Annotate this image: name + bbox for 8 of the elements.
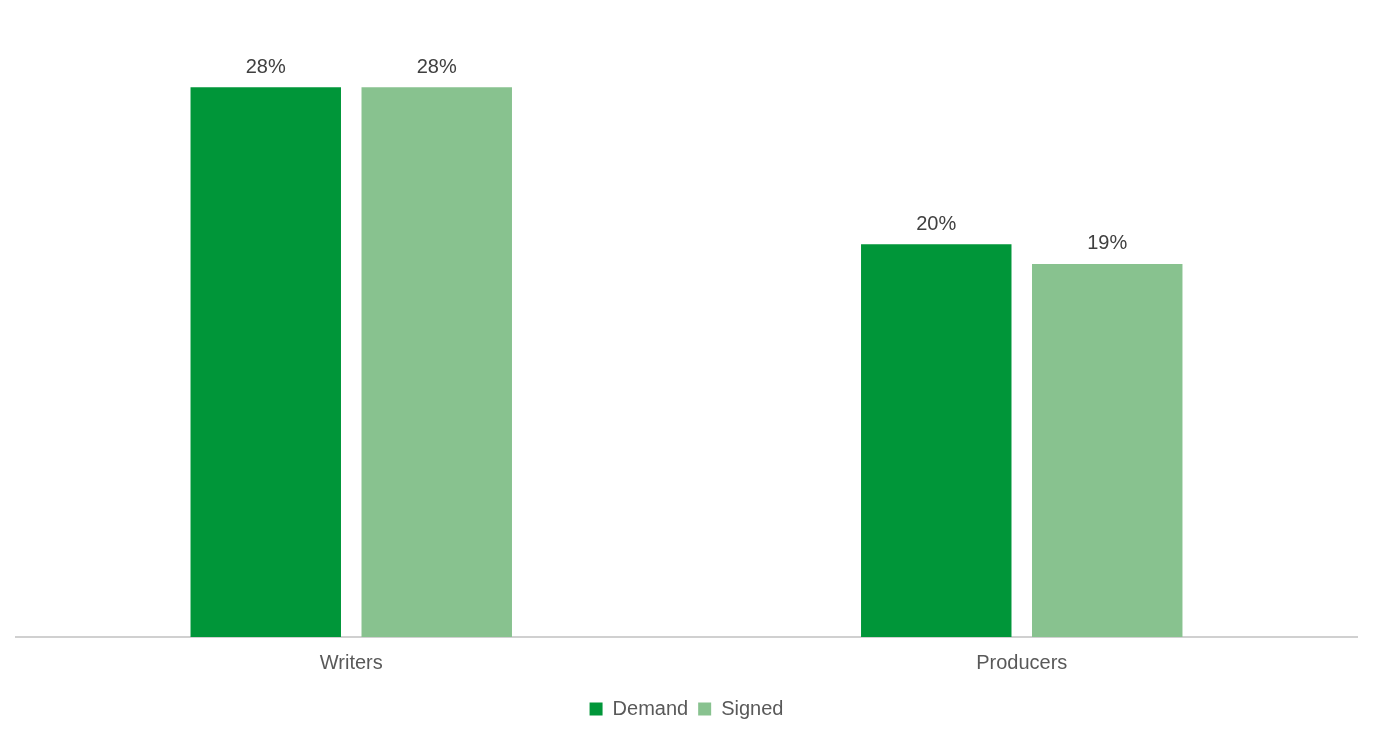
data-label: 28% xyxy=(245,54,286,77)
data-label: 28% xyxy=(416,54,457,77)
data-label: 19% xyxy=(1087,231,1128,254)
x-tick-label: Writers xyxy=(319,650,383,673)
legend-label: Demand xyxy=(612,696,689,719)
data-label: 20% xyxy=(916,211,957,234)
legend-label: Signed xyxy=(721,696,784,719)
x-tick-label: Producers xyxy=(976,650,1068,673)
